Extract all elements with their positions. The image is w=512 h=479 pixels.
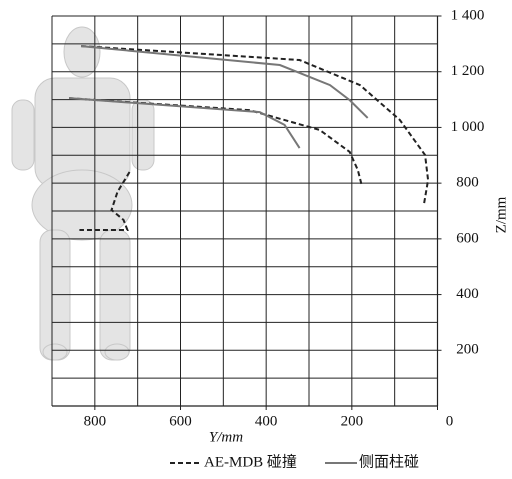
y-tick-label: 600 [456, 230, 479, 246]
x-tick-label: 800 [84, 413, 107, 429]
x-axis-label: Y/mm [209, 429, 243, 445]
chart: Y/mm Z/mm 800 600 400 200 0 200 400 600 800 1 000… [0, 0, 512, 474]
x-tick-label: 0 [446, 413, 454, 429]
y-tick-label: 200 [456, 342, 479, 358]
x-tick-label: 600 [169, 413, 192, 429]
x-tick-label: 400 [255, 413, 278, 429]
y-tick-label: 800 [456, 175, 479, 191]
y-axis-label: Z/mm [493, 196, 509, 233]
legend-label: AE-MDB 碰撞 [204, 452, 297, 470]
y-tick-label: 1 000 [451, 119, 485, 135]
y-tick-label: 400 [456, 286, 479, 302]
x-tick-label: 200 [341, 413, 364, 429]
y-tick-label: 1 400 [451, 7, 485, 23]
dummy-silhouette [12, 27, 154, 360]
y-tick-label: 1 200 [451, 63, 485, 79]
legend-label: 侧面柱碰 [359, 453, 419, 470]
